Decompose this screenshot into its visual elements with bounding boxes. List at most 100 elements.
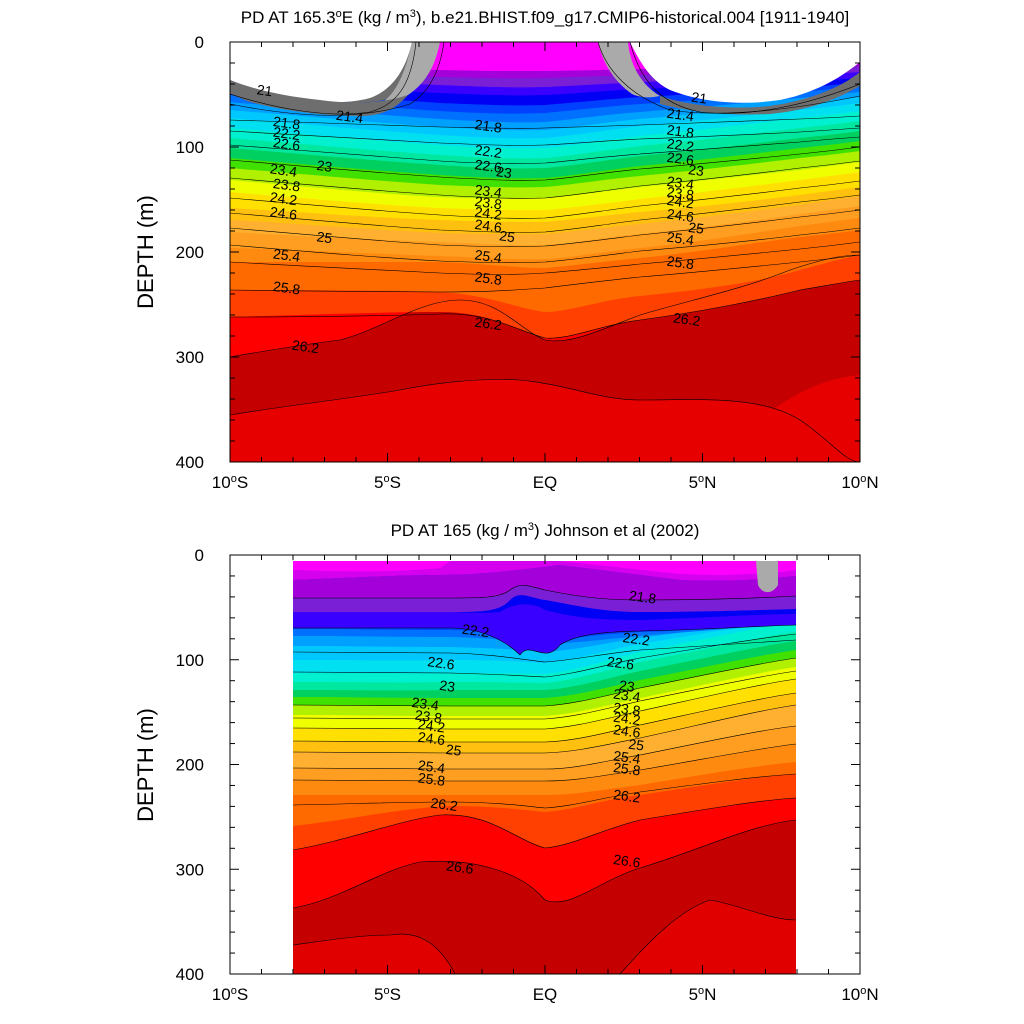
y-tick-label: 0 bbox=[195, 33, 204, 52]
contour-label: 26.2 bbox=[474, 314, 503, 334]
x-tick-label-deg: o bbox=[231, 473, 237, 485]
contour-label: 21.4 bbox=[335, 107, 364, 127]
panel-top: PD AT 165.3oE (kg / m3), b.e21.BHIST.f09… bbox=[133, 8, 879, 492]
isopycnal-22-2-bottom bbox=[293, 624, 797, 656]
y-tick-label: 0 bbox=[195, 546, 204, 565]
contour-label: 25.8 bbox=[666, 253, 695, 273]
contour-label: 24.6 bbox=[666, 205, 695, 225]
band-26-2-26-6-bottom bbox=[293, 900, 796, 974]
contour-label: 22.6 bbox=[606, 653, 635, 673]
x-tick-label-deg: o bbox=[231, 985, 237, 997]
isopycnal-23-0-bottom bbox=[292, 633, 797, 678]
panel-bottom: PD AT 165 (kg / m3) Johnson et al (2002) bbox=[133, 521, 879, 1004]
isopycnal-24-6 bbox=[230, 209, 860, 247]
contour-label: 24.6 bbox=[269, 203, 298, 223]
contour-label: 23.8 bbox=[666, 183, 695, 203]
contour-label: 22.2 bbox=[474, 141, 503, 161]
isopycnal-25-8 bbox=[230, 254, 860, 293]
contour-label: 25.4 bbox=[666, 229, 695, 249]
isopycnal-21-0 bbox=[230, 42, 417, 115]
y-tick-label: 300 bbox=[176, 860, 204, 879]
contour-fill-bottom bbox=[293, 561, 796, 974]
contour-label: 26.2 bbox=[612, 786, 641, 806]
contour-label: 25.8 bbox=[417, 769, 446, 789]
x-tick-label-hemi: N bbox=[866, 473, 878, 492]
contour-label: 24.6 bbox=[474, 216, 503, 236]
contour-label: 22.2 bbox=[461, 621, 490, 641]
band-21-bottom bbox=[293, 561, 796, 575]
contour-label: 21.4 bbox=[666, 105, 695, 125]
plot-area-top bbox=[230, 42, 860, 462]
x-tick-label: 10oN bbox=[841, 985, 878, 1004]
contour-lines-top bbox=[230, 42, 860, 462]
contour-label: 23.8 bbox=[414, 706, 443, 726]
isopycnal-25-8-bottom bbox=[292, 743, 797, 782]
contour-label: 25.8 bbox=[612, 759, 641, 779]
contour-label: 21.8 bbox=[666, 121, 695, 141]
x-tick-label-num: 5 bbox=[689, 985, 698, 1004]
contour-label: 21.8 bbox=[272, 113, 301, 133]
band-20-6-bottom bbox=[756, 561, 778, 593]
band-21-dark-right bbox=[660, 72, 860, 115]
contour-label: 23.4 bbox=[269, 160, 298, 180]
x-tick-label-num: 5 bbox=[374, 985, 383, 1004]
x-tick-label: 5oS bbox=[374, 473, 401, 492]
contour-lines-bottom bbox=[292, 585, 797, 974]
x-tick-label-num: EQ bbox=[533, 985, 558, 1004]
x-tick-label-hemi: N bbox=[866, 985, 878, 1004]
contour-label: 23 bbox=[618, 677, 636, 695]
contour-label: 23.4 bbox=[666, 173, 695, 193]
isopycnal-25-0-bottom bbox=[292, 704, 797, 754]
contour-label: 26.2 bbox=[672, 309, 701, 329]
contour-label: 22.6 bbox=[666, 149, 695, 169]
contour-label: 25.8 bbox=[474, 268, 503, 288]
y-tick-label: 300 bbox=[176, 348, 204, 367]
isopycnal-26-6 bbox=[230, 254, 860, 358]
x-tick-label-deg: o bbox=[860, 473, 866, 485]
x-tick-label: 10oS bbox=[212, 473, 248, 492]
y-tick-label: 100 bbox=[176, 651, 204, 670]
x-tick-label-deg: o bbox=[860, 985, 866, 997]
isopycnal-21-0-north bbox=[629, 42, 860, 114]
isopycnal-21-8-bottom bbox=[293, 585, 797, 601]
y-tick-label: 200 bbox=[176, 756, 204, 775]
x-tick-label-num: 10 bbox=[212, 473, 231, 492]
y-tick-label: 200 bbox=[176, 243, 204, 262]
contour-label: 24.2 bbox=[269, 189, 298, 209]
isopycnal-25-0 bbox=[230, 227, 860, 263]
contour-label: 23 bbox=[687, 161, 705, 179]
isopycnal-21-4 bbox=[230, 42, 445, 116]
isopycnal-27-0 bbox=[230, 379, 860, 462]
isopycnal-24-2-bottom bbox=[292, 678, 797, 730]
isopycnal-23-0 bbox=[230, 146, 860, 181]
contour-label: 25.4 bbox=[417, 757, 446, 777]
band-21-dark-left bbox=[230, 80, 408, 116]
isopycnal-26-2-bottom bbox=[292, 773, 797, 809]
contour-label: 23.4 bbox=[411, 694, 440, 714]
y-tick-label: 400 bbox=[176, 453, 204, 472]
plot-area-bottom bbox=[230, 555, 860, 974]
contour-label: 22.6 bbox=[426, 653, 455, 673]
contour-label: 25.8 bbox=[272, 278, 301, 298]
x-tick-label-num: 10 bbox=[841, 985, 860, 1004]
contour-label: 25.4 bbox=[474, 246, 503, 266]
x-tick-label-num: 5 bbox=[689, 473, 698, 492]
y-axis-label-bottom: DEPTH (m) bbox=[133, 708, 158, 822]
contour-label: 24.6 bbox=[612, 721, 641, 741]
contour-label: 24.2 bbox=[666, 192, 695, 212]
contour-label: 21 bbox=[691, 89, 709, 107]
contour-label: 22.6 bbox=[474, 156, 503, 176]
contour-label: 25 bbox=[628, 736, 646, 754]
contour-label: 23 bbox=[316, 157, 334, 175]
contour-label: 22.2 bbox=[622, 629, 651, 649]
band-21-8-bottom bbox=[293, 585, 796, 612]
x-tick-label-num: 10 bbox=[212, 985, 231, 1004]
isopycnal-21-4-north bbox=[597, 42, 860, 114]
contour-label: 21.8 bbox=[628, 587, 657, 607]
contour-label: 23.4 bbox=[474, 181, 503, 201]
isopycnal-21-8 bbox=[230, 115, 860, 129]
contour-label: 23.8 bbox=[272, 175, 301, 195]
contour-label: 25 bbox=[316, 228, 334, 246]
